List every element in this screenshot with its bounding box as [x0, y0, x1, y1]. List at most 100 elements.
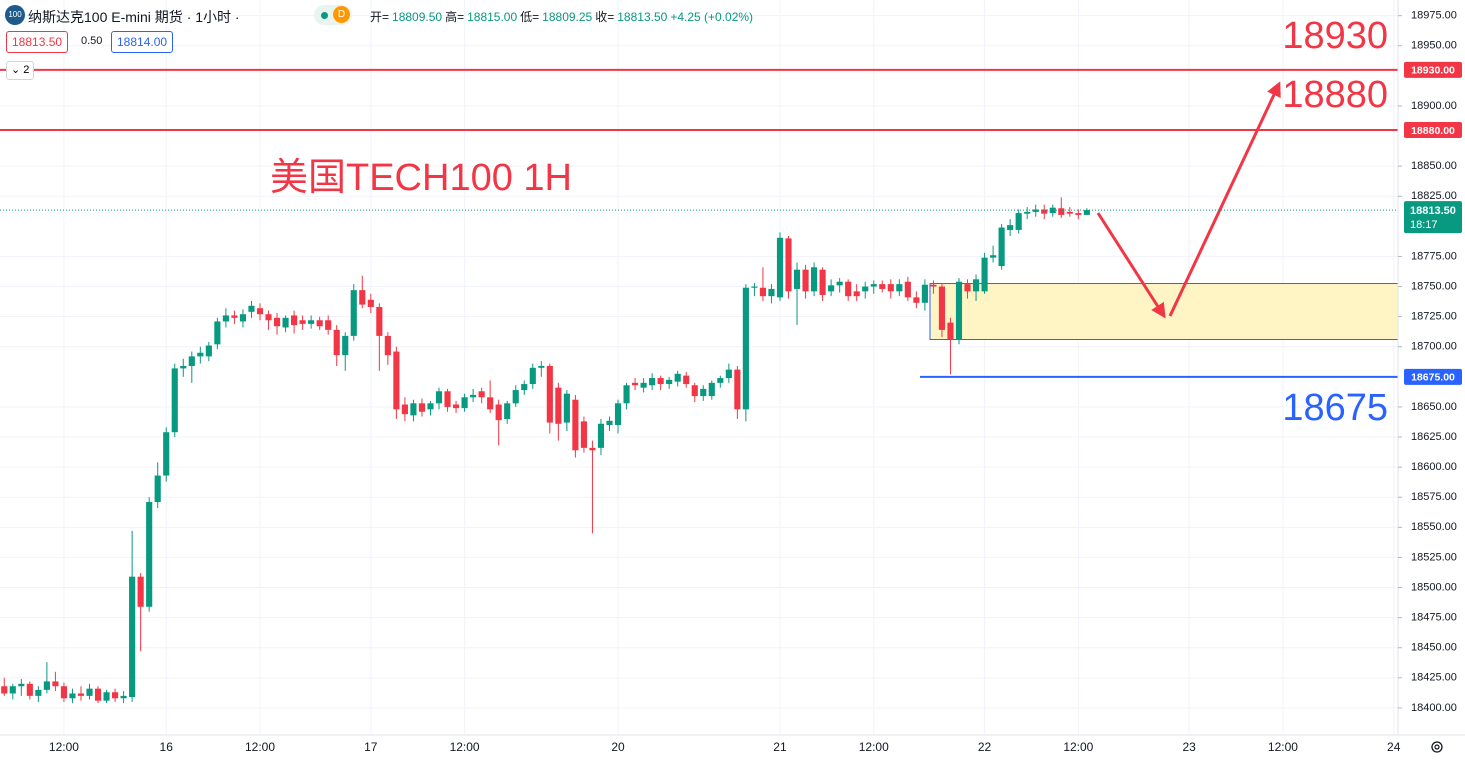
level-text: 18930 — [1282, 15, 1388, 57]
sell-price[interactable]: 18813.50 — [6, 31, 69, 53]
candle-body — [572, 399, 579, 451]
y-tick-label: 18700.00 — [1411, 341, 1457, 353]
candle-body — [717, 378, 724, 383]
candle-body — [964, 284, 971, 292]
candle-body — [853, 291, 860, 297]
ohlc-value: 18809.25 — [542, 10, 593, 24]
candle-body — [393, 351, 400, 410]
candle-body — [734, 369, 741, 410]
y-tick-label: 18775.00 — [1411, 250, 1457, 262]
x-tick-label: 16 — [160, 740, 174, 754]
candle-body — [546, 365, 553, 423]
candle-body — [222, 315, 229, 322]
y-tick-label: 18450.00 — [1411, 642, 1457, 654]
candle-body — [947, 322, 954, 340]
candle-body — [452, 404, 460, 409]
candle-body — [308, 320, 315, 324]
candle-body — [299, 320, 306, 324]
y-tick-label: 18950.00 — [1411, 40, 1457, 52]
candle-body — [214, 321, 221, 345]
indicator-count: 2 — [23, 64, 30, 76]
candle-body — [887, 284, 894, 292]
candle-body — [802, 269, 809, 292]
candle-body — [180, 365, 187, 369]
candle-body — [1015, 213, 1022, 230]
level-text: 18880 — [1282, 74, 1388, 116]
price-tag-countdown: 18:17 — [1410, 219, 1438, 231]
candle-body — [9, 686, 16, 694]
candle-body — [350, 290, 357, 336]
y-tick-label: 18825.00 — [1411, 190, 1457, 202]
ohlc-label: 收= — [595, 10, 615, 24]
candle-body — [751, 286, 758, 288]
ohlc-label: 开= — [370, 10, 390, 24]
y-tick-label: 18750.00 — [1411, 280, 1457, 292]
candle-body — [376, 307, 383, 336]
candle-body — [146, 502, 153, 607]
candle-body — [495, 404, 502, 421]
candle-body — [316, 320, 323, 327]
y-tick-label: 18475.00 — [1411, 612, 1457, 624]
candle-body — [649, 378, 656, 386]
candle-body — [1024, 211, 1031, 214]
candle-body — [521, 384, 528, 391]
ohlc-label: 低= — [520, 10, 540, 24]
candle-body — [930, 284, 937, 287]
candle-body — [563, 393, 570, 423]
support-zone — [929, 283, 1399, 341]
level-text: 18675 — [1282, 387, 1388, 429]
candle-body — [725, 369, 732, 379]
candle-body — [1058, 208, 1065, 215]
candle-body — [708, 382, 715, 397]
ohlc-value: 18809.50 — [392, 10, 443, 24]
indicator-toggle[interactable]: ⌄ 2 — [6, 61, 35, 80]
candle-body — [955, 281, 963, 340]
x-tick-label: 22 — [978, 740, 992, 754]
buy-price[interactable]: 18814.00 — [111, 31, 174, 53]
level-tag-label: 18930.00 — [1411, 65, 1455, 77]
candle-body — [205, 345, 212, 357]
candle-body — [904, 281, 911, 298]
candle-body — [845, 281, 852, 297]
badge: D — [333, 6, 350, 23]
level-tag — [1404, 61, 1462, 78]
symbol-title[interactable]: 纳斯达克100 E-mini 期货 · 1小时 · — [28, 9, 240, 25]
candle-body — [614, 403, 622, 425]
candle-body — [504, 403, 511, 419]
candle-body — [461, 397, 468, 409]
candle-body — [359, 290, 366, 305]
x-tick-label: 12:00 — [1268, 740, 1298, 754]
candle-body — [631, 382, 639, 386]
candle-body — [819, 269, 826, 295]
candle-body — [367, 299, 374, 308]
candle-body — [273, 317, 281, 327]
candle-body — [759, 287, 767, 297]
settings-icon[interactable] — [1431, 741, 1443, 753]
x-tick-label: 20 — [611, 740, 625, 754]
y-tick-label: 18725.00 — [1411, 311, 1457, 323]
candle-body — [785, 238, 792, 292]
candle-body — [828, 285, 835, 292]
candle-body — [700, 388, 707, 397]
x-tick-label: 23 — [1182, 740, 1196, 754]
candle-body — [478, 391, 485, 398]
candle-body — [768, 288, 775, 297]
candle-body — [154, 475, 161, 503]
candle-body — [444, 391, 451, 407]
candle-body — [52, 681, 59, 687]
candle-body — [879, 284, 886, 289]
candle-body — [597, 423, 605, 448]
candle-body — [657, 378, 664, 385]
candle-body — [435, 391, 443, 404]
candle-body — [776, 237, 784, 298]
status-pill[interactable]: D — [314, 5, 352, 25]
y-tick-label: 18850.00 — [1411, 160, 1457, 172]
candle-body — [538, 365, 545, 368]
projection-arrow-up — [1168, 81, 1281, 317]
candle-body — [793, 269, 801, 289]
candle-body — [427, 403, 434, 410]
y-tick-label: 18425.00 — [1411, 672, 1457, 684]
candle-body — [256, 308, 264, 315]
